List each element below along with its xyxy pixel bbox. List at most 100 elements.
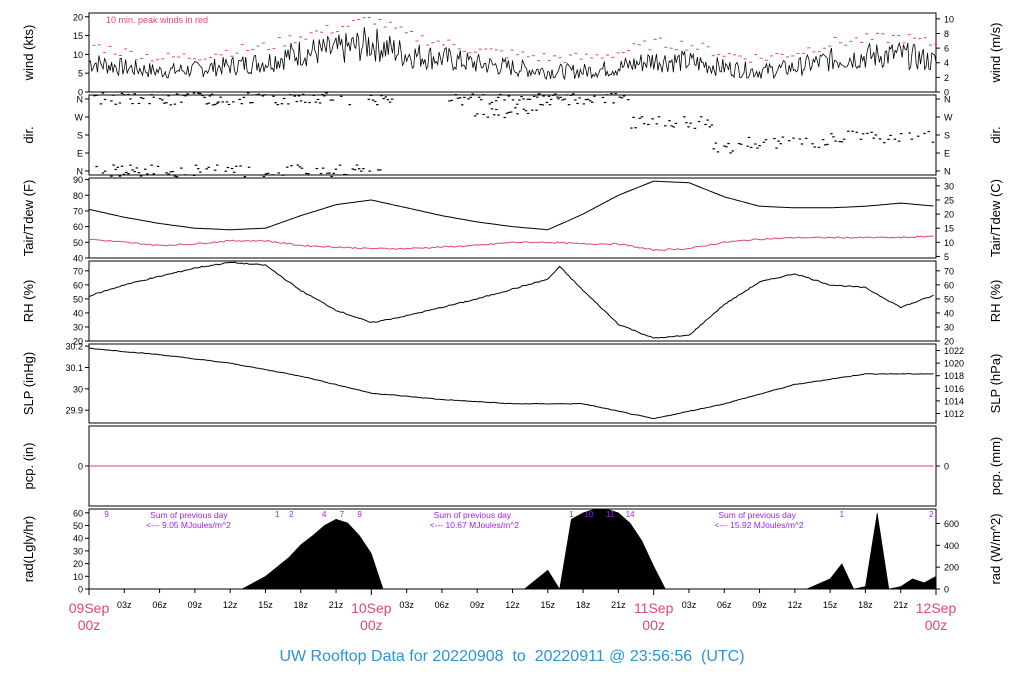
y-tick-label-left: 29.9 [65, 406, 83, 416]
x-day-label: 10Sep [351, 600, 392, 616]
rad-sum-label: Sum of previous day [718, 510, 796, 520]
y-tick-label-right: 0 [944, 88, 949, 98]
y-tick-label-left: N [77, 95, 84, 105]
rad-day-mark: 9 [357, 510, 362, 519]
x-tick-label: 09z [752, 600, 767, 610]
y-tick-label-left: 10 [73, 572, 83, 582]
y-tick-label-right: 200 [944, 563, 959, 573]
y-tick-label-right: 40 [944, 308, 954, 318]
panel-rh: RH (%) RH (%) 20 30 40 50 60 70 20 30 40 50 60 70 [21, 260, 1003, 347]
rad-day-mark: 7 [340, 510, 345, 519]
y-tick-label-right: S [944, 131, 950, 141]
panel-wind: wind (kts) wind (m/s) 0 5 10 15 20 0 2 4 6 8 10 10 mi… [21, 12, 1003, 97]
y-axis-label-right: SLP (hPa) [988, 354, 1003, 414]
y-tick-label-left: E [77, 149, 83, 159]
rad-day-mark: 14 [626, 510, 635, 519]
panel-frame [88, 12, 937, 93]
rad-sum-value: <--- 15.92 MJoules/m^2 [714, 520, 804, 530]
x-day-hour-label: 00z [78, 617, 101, 633]
y-tick-label-right: N [944, 167, 951, 177]
y-axis-label-right: Tair/Tdew (C) [988, 179, 1003, 257]
x-day-hour-label: 00z [642, 617, 665, 633]
y-axis-label-right: dir. [988, 126, 1003, 143]
y-tick-label-left: 30 [73, 384, 83, 394]
x-tick-label: 03z [399, 600, 414, 610]
y-axis-label-left: rad(Lgly/hr) [21, 516, 36, 582]
panel-rad: rad(Lgly/hr) rad (W/m^2)01020304050600200… [21, 508, 1003, 594]
rad-day-mark: 10 [585, 510, 594, 519]
y-axis-label-left: dir. [21, 126, 36, 143]
y-tick-label-left: 20 [73, 559, 83, 569]
series-rad-day2 [524, 508, 666, 590]
y-tick-label-right: 400 [944, 541, 959, 551]
y-tick-label-right: 2 [944, 73, 949, 83]
x-day-hour-label: 00z [925, 617, 948, 633]
panel-pcp: pcp. (in) pcp. (mm) 0 0 [21, 425, 1003, 507]
x-tick-label: 03z [117, 600, 132, 610]
y-tick-label-left: 70 [73, 206, 83, 216]
y-tick-label-right: 8 [944, 29, 949, 39]
y-tick-label-left: 60 [73, 280, 83, 290]
y-tick-label-left: 30 [73, 546, 83, 556]
x-tick-label: 06z [717, 600, 732, 610]
x-tick-label: 21z [893, 600, 908, 610]
y-axis-label-left: SLP (inHg) [21, 352, 36, 415]
y-tick-label-left: 40 [73, 308, 83, 318]
y-tick-label-right: 50 [944, 294, 954, 304]
y-tick-label-right: N [944, 95, 951, 105]
x-tick-label: 06z [435, 600, 450, 610]
y-tick-label-right: 30 [944, 181, 954, 191]
rad-day-mark: 4 [322, 510, 327, 519]
y-tick-label-left: 30.1 [65, 363, 83, 373]
x-tick-label: 12z [788, 600, 803, 610]
y-axis-label-left: wind (kts) [21, 25, 36, 82]
x-day-label: 09Sep [69, 600, 110, 616]
x-tick-label: 15z [258, 600, 273, 610]
series-temp-Tair [88, 180, 934, 231]
x-tick-label: 18z [293, 600, 308, 610]
y-tick-label-right: 70 [944, 266, 954, 276]
panel-frame [88, 177, 937, 259]
y-axis-label-left: Tair/Tdew (F) [21, 180, 36, 257]
y-tick-label-right: 10 [944, 14, 954, 24]
y-tick-label-right: 1012 [944, 409, 964, 419]
y-tick-label-right: 1016 [944, 384, 964, 394]
x-tick-label: 18z [576, 600, 591, 610]
y-tick-label-right: 1022 [944, 346, 964, 356]
y-axis-label-right: RH (%) [988, 280, 1003, 323]
x-tick-label: 21z [611, 600, 626, 610]
rad-day-mark: 2 [929, 510, 934, 519]
x-tick-label: 15z [823, 600, 838, 610]
rad-sum-value: <--- 10.67 MJoules/m^2 [430, 520, 520, 530]
y-tick-label-left: 80 [73, 191, 83, 201]
y-tick-label-left: 40 [73, 534, 83, 544]
y-tick-label-right: 0 [944, 462, 949, 472]
panel-dir: dir. dir.N NW WS SE EN N [21, 92, 1003, 178]
y-axis-label-right: pcp. (mm) [988, 437, 1003, 496]
panel-frame [88, 94, 937, 176]
x-tick-label: 12z [223, 600, 238, 610]
rad-day-mark: 1 [569, 510, 574, 519]
rad-sum-label: Sum of previous day [434, 510, 512, 520]
y-tick-label-left: 0 [78, 88, 83, 98]
x-tick-label: 18z [858, 600, 873, 610]
x-tick-label: 15z [541, 600, 556, 610]
y-tick-label-right: 1018 [944, 371, 964, 381]
y-tick-label-right: E [944, 149, 950, 159]
y-tick-label-left: 40 [73, 254, 83, 264]
series-rad-day3 [806, 512, 937, 590]
x-tick-label: 06z [152, 600, 167, 610]
x-day-hour-label: 00z [360, 617, 383, 633]
y-tick-label-left: W [75, 113, 84, 123]
x-tick-label: 21z [329, 600, 344, 610]
y-tick-label-left: 0 [78, 462, 83, 472]
y-tick-label-left: 5 [78, 69, 83, 79]
y-tick-label-right: 4 [944, 58, 949, 68]
x-tick-label: 09z [188, 600, 203, 610]
panel-frame [88, 260, 937, 342]
y-tick-label-left: 30.2 [65, 342, 83, 352]
y-tick-label-left: 70 [73, 266, 83, 276]
y-tick-label-left: 30 [73, 322, 83, 332]
rad-sum-value: <--- 9.05 MJoules/m^2 [146, 520, 231, 530]
